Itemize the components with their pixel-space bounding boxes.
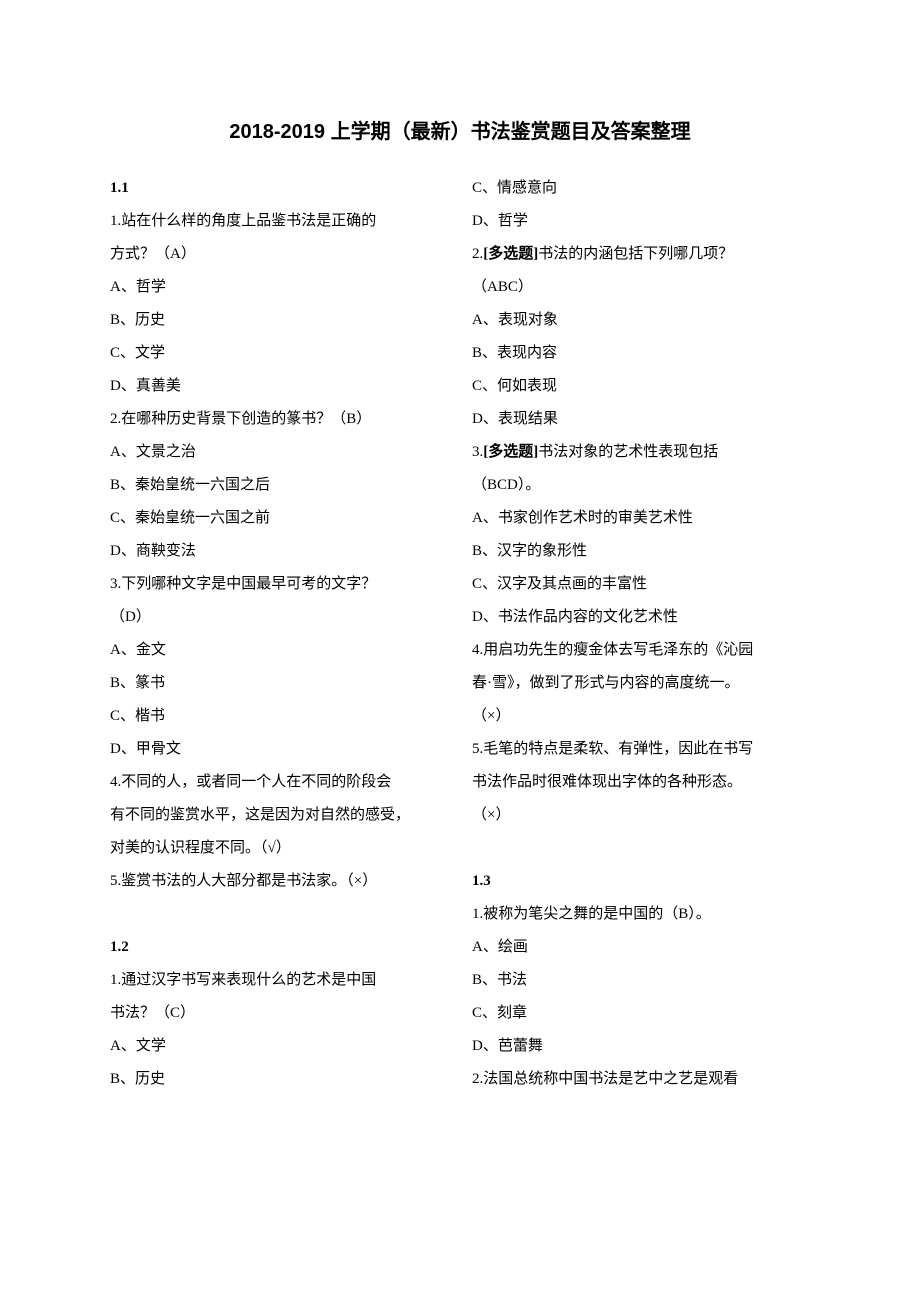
r-q3-line2: （BCD）。 [472, 469, 810, 502]
q3-option-c: C、楷书 [110, 700, 448, 733]
q2-option-a: A、文景之治 [110, 436, 448, 469]
r-q1-option-c: C、情感意向 [472, 172, 810, 205]
q2-option-c: C、秦始皇统一六国之前 [110, 502, 448, 535]
section-spacer [110, 898, 448, 931]
q1-option-a: A、哲学 [110, 271, 448, 304]
section-1-3-label: 1.3 [472, 865, 810, 898]
r-q1-option-d: D、哲学 [472, 205, 810, 238]
s3-q1-option-b: B、书法 [472, 964, 810, 997]
q3-line2: （D） [110, 601, 448, 634]
r-q5-line2: 书法作品时很难体现出字体的各种形态。 [472, 766, 810, 799]
r-q3-bold: [多选题] [483, 444, 538, 460]
right-column: C、情感意向 D、哲学 2.[多选题]书法的内涵包括下列哪几项？ （ABC） A… [472, 172, 810, 1096]
q2-line1: 2.在哪种历史背景下创造的篆书？（B） [110, 403, 448, 436]
r-q3-option-b: B、汉字的象形性 [472, 535, 810, 568]
section-1-1-label: 1.1 [110, 172, 448, 205]
s2-q1-line2: 书法？（C） [110, 997, 448, 1030]
section-1-2-label: 1.2 [110, 931, 448, 964]
q1-line2: 方式？（A） [110, 238, 448, 271]
s2-q1-option-b: B、历史 [110, 1063, 448, 1096]
q5-line1: 5.鉴赏书法的人大部分都是书法家。（×） [110, 865, 448, 898]
page-title: 2018-2019 上学期（最新）书法鉴赏题目及答案整理 [110, 115, 810, 144]
s3-q2-line1: 2.法国总统称中国书法是艺中之艺是观看 [472, 1063, 810, 1096]
r-q4-line3: （×） [472, 700, 810, 733]
r-q5-line3: （×） [472, 799, 810, 832]
q2-option-d: D、商鞅变法 [110, 535, 448, 568]
q4-line2: 有不同的鉴赏水平，这是因为对自然的感受， [110, 799, 448, 832]
q4-line1: 4.不同的人，或者同一个人在不同的阶段会 [110, 766, 448, 799]
q3-option-b: B、篆书 [110, 667, 448, 700]
r-q3-prefix: 3. [472, 444, 483, 460]
q3-line1: 3.下列哪种文字是中国最早可考的文字？ [110, 568, 448, 601]
q1-option-c: C、文学 [110, 337, 448, 370]
r-q3-option-d: D、书法作品内容的文化艺术性 [472, 601, 810, 634]
r-q2-rest: 书法的内涵包括下列哪几项？ [538, 246, 733, 262]
s3-q1-line1: 1.被称为笔尖之舞的是中国的（B）。 [472, 898, 810, 931]
r-q2-option-a: A、表现对象 [472, 304, 810, 337]
q3-option-a: A、金文 [110, 634, 448, 667]
r-q2-bold: [多选题] [483, 246, 538, 262]
s2-q1-line1: 1.通过汉字书写来表现什么的艺术是中国 [110, 964, 448, 997]
s2-q1-option-a: A、文学 [110, 1030, 448, 1063]
s3-q1-option-d: D、芭蕾舞 [472, 1030, 810, 1063]
r-q3-rest: 书法对象的艺术性表现包括 [538, 444, 718, 460]
r-q4-line1: 4.用启功先生的瘦金体去写毛泽东的《沁园 [472, 634, 810, 667]
r-q2-option-c: C、何如表现 [472, 370, 810, 403]
q1-option-b: B、历史 [110, 304, 448, 337]
r-q3-line1: 3.[多选题]书法对象的艺术性表现包括 [472, 436, 810, 469]
r-q2-option-d: D、表现结果 [472, 403, 810, 436]
r-q2-option-b: B、表现内容 [472, 337, 810, 370]
q1-line1: 1.站在什么样的角度上品鉴书法是正确的 [110, 205, 448, 238]
s3-q1-option-c: C、刻章 [472, 997, 810, 1030]
left-column: 1.1 1.站在什么样的角度上品鉴书法是正确的 方式？（A） A、哲学 B、历史… [110, 172, 448, 1096]
two-column-layout: 1.1 1.站在什么样的角度上品鉴书法是正确的 方式？（A） A、哲学 B、历史… [110, 172, 810, 1096]
section-spacer [472, 832, 810, 865]
r-q2-prefix: 2. [472, 246, 483, 262]
q2-option-b: B、秦始皇统一六国之后 [110, 469, 448, 502]
r-q5-line1: 5.毛笔的特点是柔软、有弹性，因此在书写 [472, 733, 810, 766]
s3-q1-option-a: A、绘画 [472, 931, 810, 964]
q1-option-d: D、真善美 [110, 370, 448, 403]
q3-option-d: D、甲骨文 [110, 733, 448, 766]
r-q2-line1: 2.[多选题]书法的内涵包括下列哪几项？ [472, 238, 810, 271]
r-q4-line2: 春·雪》，做到了形式与内容的高度统一。 [472, 667, 810, 700]
r-q3-option-c: C、汉字及其点画的丰富性 [472, 568, 810, 601]
q4-line3: 对美的认识程度不同。（√） [110, 832, 448, 865]
r-q3-option-a: A、书家创作艺术时的审美艺术性 [472, 502, 810, 535]
r-q2-line2: （ABC） [472, 271, 810, 304]
